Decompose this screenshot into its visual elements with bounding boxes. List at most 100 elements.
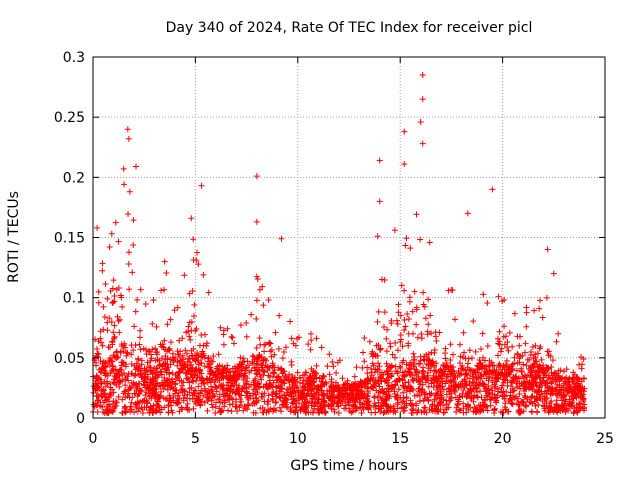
data-point xyxy=(249,352,256,359)
data-point xyxy=(405,379,412,386)
data-point xyxy=(157,341,164,348)
data-point xyxy=(294,387,301,394)
data-point xyxy=(329,385,336,392)
data-point xyxy=(453,408,460,415)
data-point xyxy=(282,372,289,379)
data-point xyxy=(132,308,139,315)
data-point xyxy=(468,367,475,374)
data-point xyxy=(115,317,122,324)
data-point xyxy=(371,393,378,400)
data-point xyxy=(492,377,499,384)
data-point xyxy=(326,351,333,358)
data-point xyxy=(427,391,434,398)
data-point xyxy=(556,387,563,394)
data-point xyxy=(116,377,123,384)
data-point xyxy=(541,380,548,387)
data-point xyxy=(484,393,491,400)
data-point xyxy=(221,366,228,373)
data-point xyxy=(426,390,433,397)
data-point xyxy=(209,404,216,411)
data-point xyxy=(401,161,408,168)
data-point xyxy=(99,260,106,267)
data-point xyxy=(457,353,464,360)
data-point xyxy=(410,406,417,413)
data-point xyxy=(537,297,544,304)
data-point xyxy=(406,384,413,391)
data-point xyxy=(433,337,440,344)
data-point xyxy=(134,367,141,374)
data-point xyxy=(335,409,342,416)
data-point xyxy=(346,391,353,398)
data-point xyxy=(189,287,196,294)
data-point xyxy=(505,398,512,405)
data-point xyxy=(92,359,99,366)
data-point xyxy=(187,336,194,343)
data-point xyxy=(528,409,535,416)
data-point xyxy=(376,157,383,164)
data-point xyxy=(303,409,310,416)
data-point xyxy=(227,388,234,395)
data-point xyxy=(116,367,123,374)
data-point xyxy=(120,359,127,366)
data-point xyxy=(169,370,176,377)
data-point xyxy=(539,377,546,384)
data-point xyxy=(419,96,426,103)
data-point xyxy=(237,354,244,361)
data-point xyxy=(220,384,227,391)
data-point xyxy=(419,387,426,394)
data-point xyxy=(281,400,288,407)
data-point xyxy=(451,316,458,323)
data-point xyxy=(111,380,118,387)
data-point xyxy=(125,261,132,268)
data-point xyxy=(417,360,424,367)
data-point xyxy=(165,409,172,416)
data-point xyxy=(374,318,381,325)
data-point xyxy=(535,350,542,357)
data-point xyxy=(99,403,106,410)
data-point xyxy=(168,407,175,414)
data-point xyxy=(265,392,272,399)
data-point xyxy=(168,339,175,346)
data-point xyxy=(435,383,442,390)
data-point xyxy=(109,341,116,348)
data-point xyxy=(566,376,573,383)
data-point xyxy=(433,360,440,367)
data-point xyxy=(531,398,538,405)
data-point xyxy=(224,325,231,332)
data-point xyxy=(160,395,167,402)
data-point xyxy=(579,393,586,400)
data-point xyxy=(256,334,263,341)
data-point xyxy=(97,335,104,342)
data-point xyxy=(164,377,171,384)
data-point xyxy=(425,383,432,390)
data-point xyxy=(164,321,171,328)
x-tick-label: 20 xyxy=(494,431,512,447)
data-point xyxy=(377,346,384,353)
y-tick-label: 0.1 xyxy=(63,291,85,307)
data-point xyxy=(323,380,330,387)
data-point xyxy=(188,327,195,334)
data-point xyxy=(369,353,376,360)
data-point xyxy=(281,391,288,398)
data-point xyxy=(265,408,272,415)
data-point xyxy=(359,349,366,356)
y-tick-label: 0.3 xyxy=(63,50,85,66)
data-point xyxy=(504,377,511,384)
data-point xyxy=(393,317,400,324)
data-point xyxy=(514,384,521,391)
data-point xyxy=(466,347,473,354)
data-point xyxy=(555,330,562,337)
data-point xyxy=(102,360,109,367)
data-point xyxy=(122,374,129,381)
data-point xyxy=(190,345,197,352)
data-point xyxy=(578,387,585,394)
data-point xyxy=(355,392,362,399)
data-point xyxy=(173,399,180,406)
data-point xyxy=(529,374,536,381)
data-point xyxy=(113,399,120,406)
data-point xyxy=(292,378,299,385)
data-point xyxy=(115,238,122,245)
data-point xyxy=(253,273,260,280)
data-point xyxy=(187,364,194,371)
